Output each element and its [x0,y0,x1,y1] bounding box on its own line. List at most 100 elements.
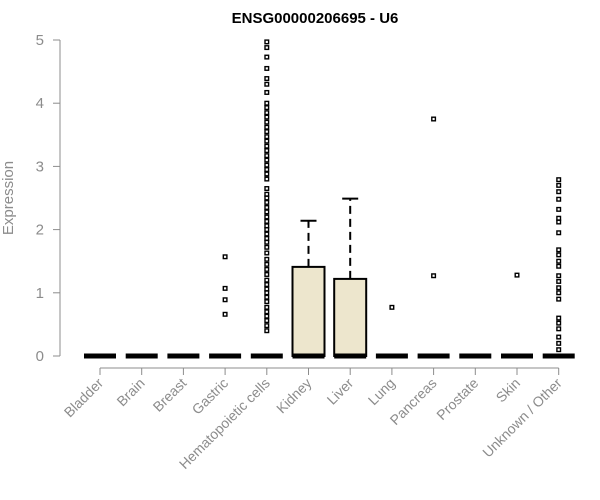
outlier-point [264,271,270,277]
x-tick-label: Breast [150,375,190,415]
outlier-point [264,124,270,130]
outlier-point [556,285,562,291]
outlier-point [264,244,270,250]
outlier-point [264,171,270,177]
outlier-point [264,143,270,149]
outlier-point [556,182,562,188]
outlier-point [264,231,270,237]
outlier-point [264,39,270,45]
outlier-point [264,100,270,106]
outlier-point [264,304,270,310]
outlier-point [264,153,270,159]
outlier-point [556,215,562,221]
outlier-point [264,162,270,168]
outlier-point [264,81,270,87]
outlier-point [556,206,562,212]
outlier-point [264,261,270,267]
outlier-point [556,177,562,183]
outlier-point [264,45,270,51]
outlier-point [264,266,270,272]
outlier-point [264,110,270,116]
box-group [375,304,408,359]
outlier-point [264,218,270,224]
plot-marks [84,39,575,359]
box-group [209,254,242,359]
outlier-point [264,119,270,125]
outlier-point [264,199,270,205]
x-tick-label: Skin [493,375,524,406]
outlier-point [556,340,562,346]
y-axis-label: Expression [0,161,17,235]
box [291,265,326,357]
box-group [333,197,368,359]
box-group [417,116,450,359]
outlier-point [556,273,562,279]
outlier-point [264,223,270,229]
outlier-point [264,227,270,233]
x-tick-label: Unknown / Other [479,375,565,461]
outlier-point [556,196,562,202]
outlier-point [264,235,270,241]
outlier-point [264,191,270,197]
y-axis: 0 1 2 3 4 5 [36,32,61,365]
outlier-point [264,239,270,245]
outlier-point [264,313,270,319]
outlier-point [264,318,270,324]
x-tick-label: Prostate [433,375,481,423]
outlier-point [431,116,437,122]
outlier-point [264,323,270,329]
y-tick-label: 1 [36,285,44,302]
outlier-point [222,297,228,303]
outlier-point [264,195,270,201]
outlier-point [556,347,562,353]
outlier-point [264,105,270,111]
outlier-point [264,167,270,173]
y-tick-label: 4 [36,95,44,112]
outlier-point [556,290,562,296]
outlier-point [264,290,270,296]
outlier-point [264,54,270,60]
outlier-point [556,334,562,340]
chart-title: ENSG00000206695 - U6 [232,10,399,27]
outlier-point [556,258,562,264]
box-group [542,177,575,359]
outlier-point [556,230,562,236]
outlier-point [264,299,270,305]
outlier-point [556,189,562,195]
x-tick-label: Brain [113,375,147,409]
box-group [250,39,283,359]
outlier-point [264,256,270,262]
outlier-point [264,250,270,256]
outlier-point [222,311,228,317]
outlier-point [264,328,270,334]
outlier-point [556,315,562,321]
x-tick-label: Lung [365,375,398,408]
y-tick-label: 0 [36,348,44,365]
outlier-point [264,309,270,315]
outlier-point [556,278,562,284]
outlier-point [264,65,270,71]
outlier-point [264,148,270,154]
outlier-point [556,263,562,269]
outlier-point [556,320,562,326]
outlier-point [222,285,228,291]
outlier-point [264,89,270,95]
outlier-point [264,282,270,288]
outlier-point [264,204,270,210]
outlier-point [264,129,270,135]
outlier-point [264,286,270,292]
outlier-point [264,76,270,82]
outlier-point [556,247,562,253]
outlier-point [556,296,562,302]
outlier-point [264,138,270,144]
box-group [291,219,326,359]
outlier-point [222,254,228,260]
x-tick-label: Liver [324,375,357,408]
outlier-point [264,277,270,283]
outlier-point [264,176,270,182]
outlier-point [264,157,270,163]
outlier-point [264,186,270,192]
